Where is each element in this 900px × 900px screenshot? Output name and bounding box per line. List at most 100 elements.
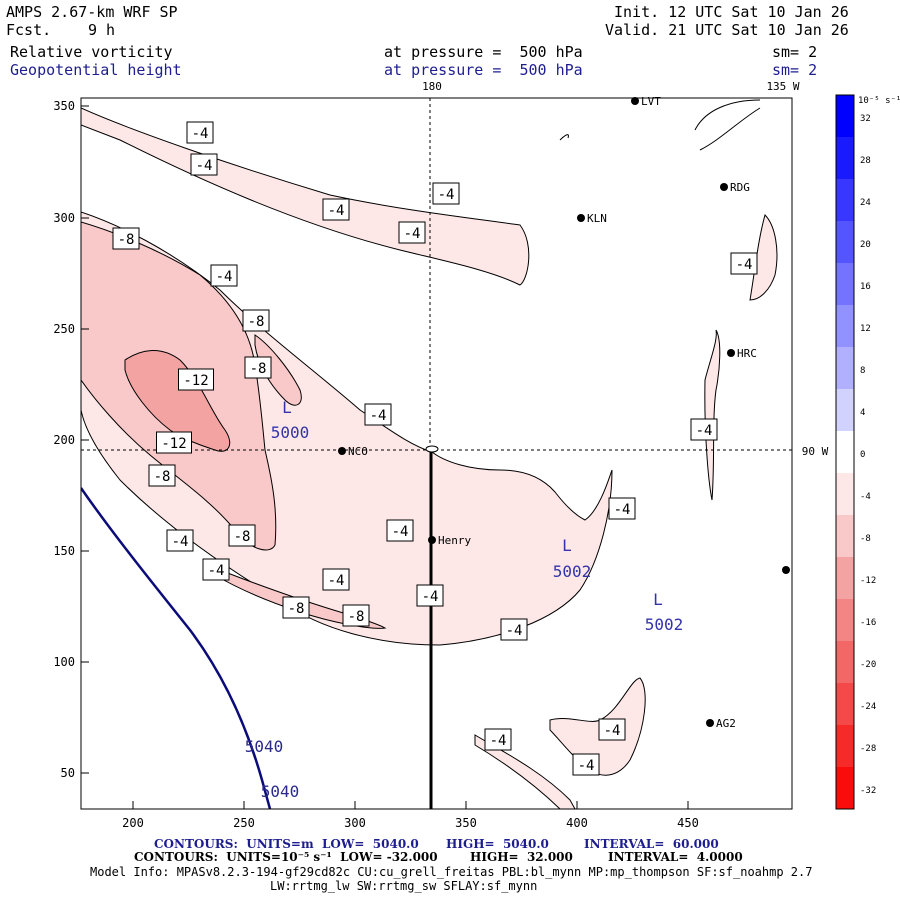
footer-height-contours-a: CONTOURS: UNITS=m LOW= 5040.0 [154,837,419,851]
contour-label: -4 [392,524,409,540]
field1-pressure: at pressure = 500 hPa [384,43,583,61]
field2-name: Geopotential height [10,61,182,79]
colorbar-frame [835,94,855,810]
height-label-1: 5040 [245,737,284,756]
contour-label: -8 [348,609,365,625]
vorticity-region-lower-strip [474,734,576,809]
station-label-rdg: RDG [730,181,750,194]
colorbar-tick-label: -24 [860,702,876,712]
colorbar-tick-label: 24 [860,198,871,208]
contour-label-box [202,558,230,581]
height-contour-5040 [81,487,272,809]
station-marker-kln [577,214,585,222]
init-time: Init. 12 UTC Sat 10 Jan 26 [614,3,849,21]
contour-label: -4 [506,623,523,639]
low-pressure-symbol: L [282,398,292,417]
vorticity-region-right-top [749,214,778,301]
colorbar-segment [836,305,854,347]
contour-label-box [572,753,600,776]
low-pressure-symbol: L [653,590,663,609]
colorbar-segment [836,599,854,641]
contour-label: -4 [438,187,455,203]
station-marker-henry [428,536,436,544]
contour-label: -4 [196,158,213,174]
contour-label: -8 [154,469,171,485]
contour-label-box [386,519,414,542]
contour-label-box [364,403,392,426]
contour-label-box [432,182,460,205]
colorbar-segment [836,95,854,137]
y-tick-label: 350 [53,99,75,113]
contour-label-box [148,464,176,487]
contour-label: -4 [172,534,189,550]
coastline-fragment [559,99,761,151]
lon-label-135w: 135 W [766,80,799,93]
low-pressure-value: 5002 [645,615,684,634]
y-tick-label: 50 [61,766,75,780]
contour-label-box [228,524,256,547]
colorbar-tick-label: -20 [860,660,876,670]
contour-label-box [166,529,194,552]
contour-label: -12 [183,373,208,389]
contour-label-box [282,596,310,619]
footer-vorticity-contours-a: CONTOURS: UNITS=10⁻⁵ s⁻¹ LOW= -32.000 [134,850,438,864]
contour-label-box [322,198,350,221]
footer-model-info: Model Info: MPASv8.2.3-194-gf29cd82c CU:… [90,865,813,879]
contour-label: -8 [234,529,251,545]
colorbar-segment [836,515,854,557]
contour-label-box [190,153,218,176]
forecast-value: 9 h [88,21,116,39]
contour-label-box [416,584,444,607]
contour-label: -4 [328,573,345,589]
colorbar-segment [836,389,854,431]
colorbar-tick-label: -8 [860,534,871,544]
station-marker-ag2 [706,719,714,727]
contour-label-box [210,264,238,287]
forecast-label: Fcst. [6,21,52,39]
colorbar-tick-label: -32 [860,786,876,796]
colorbar-tick-label: -12 [860,576,876,586]
colorbar-tick-label: 0 [860,450,865,460]
lon-label-180: 180 [422,80,442,93]
contour-label: -4 [696,423,713,439]
colorbar-segment [836,473,854,515]
contour-label: -8 [118,232,135,248]
contour-label: -4 [578,758,595,774]
colorbar-tick-label: 28 [860,156,871,166]
low-pressure-value: 5000 [271,423,310,442]
footer-model-physics: LW:rrtmg_lw SW:rrtmg_sw SFLAY:sf_mynn [270,879,538,893]
contour-label-box [156,431,192,454]
x-tick-label: 350 [455,816,477,830]
contour-label-box [244,356,272,379]
colorbar-segment [836,263,854,305]
contour-label-box [690,418,718,441]
field2-smoothing: sm= 2 [772,61,818,79]
colorbar-segment [836,221,854,263]
contour-label: -4 [216,269,233,285]
model-title: AMPS 2.67-km WRF SP [6,3,178,21]
contour-label-box [398,221,426,244]
station-marker-hrc [727,349,735,357]
lon-label-90w: 90 W [802,445,829,458]
y-tick-label: 150 [53,544,75,558]
contour-label: -4 [604,723,621,739]
low-pressure-value: 5002 [553,562,592,581]
footer-height-contours-c: INTERVAL= 60.000 [584,837,719,851]
footer-vorticity-contours-c: INTERVAL= 4.0000 [608,850,743,864]
y-tick-label: 250 [53,322,75,336]
contour-label: -12 [161,436,186,452]
colorbar-segment [836,683,854,725]
station-marker-lvt [631,97,639,105]
contour-label-box [322,568,350,591]
axis-ticks [81,105,689,809]
contour-label-box [112,227,140,250]
contour-label-box [500,618,528,641]
vorticity-region-right-sliver [704,329,721,501]
x-tick-label: 450 [677,816,699,830]
colorbar-tick-label: -16 [860,618,876,628]
colorbar-segment [836,179,854,221]
cross-section-marker [425,445,439,453]
station-label-hrc: HRC [737,347,757,360]
contour-label: -8 [288,601,305,617]
